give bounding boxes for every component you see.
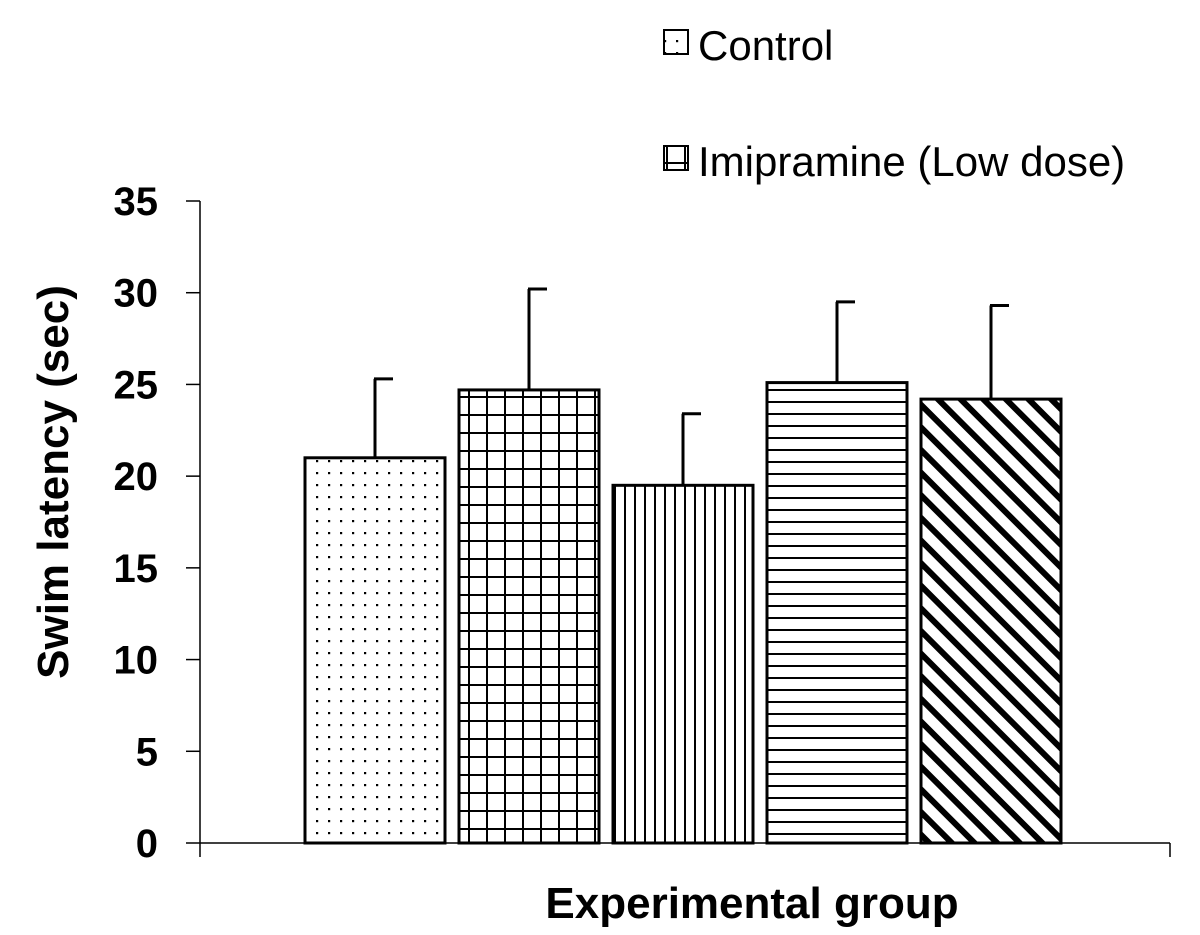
legend-swatch (663, 145, 689, 171)
y-tick-label: 10 (114, 639, 159, 683)
y-tick-label: 35 (114, 180, 159, 224)
legend-swatch (663, 29, 689, 55)
y-tick-label: 25 (114, 363, 159, 407)
y-tick-label: 5 (136, 730, 158, 774)
y-axis: 0 5 10 15 20 25 30 35 (114, 180, 201, 866)
bars (303, 287, 1063, 845)
legend-label: Control (698, 22, 833, 69)
bar (457, 388, 601, 845)
bar (919, 397, 1063, 845)
legend: Control Imipramine (Low dose) (663, 22, 1125, 185)
bar (303, 456, 447, 845)
bar (611, 483, 755, 845)
y-axis-title: Swim latency (sec) (29, 285, 78, 679)
legend-label: Imipramine (Low dose) (698, 138, 1125, 185)
x-axis (199, 842, 1171, 857)
x-axis-title: Experimental group (545, 879, 958, 928)
y-tick-label: 20 (114, 455, 159, 499)
y-tick-label: 0 (136, 822, 158, 866)
y-tick-label: 15 (114, 547, 159, 591)
y-tick-label: 30 (114, 272, 159, 316)
bar (765, 381, 909, 845)
